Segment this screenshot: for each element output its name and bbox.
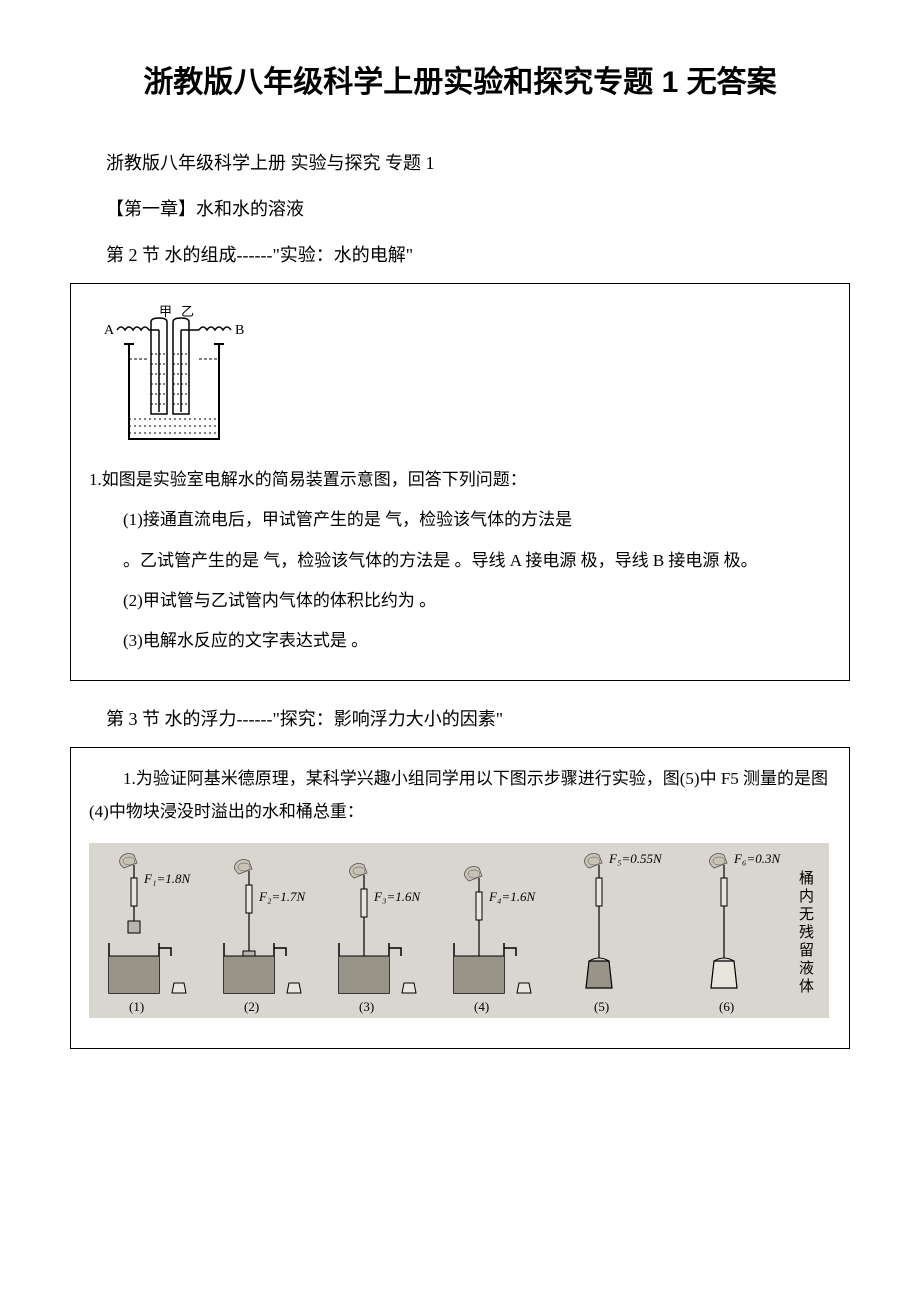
page-title: 浙教版八年级科学上册实验和探究专题 1 无答案 [70, 60, 850, 105]
q1-stem: 1.如图是实验室电解水的简易装置示意图，回答下列问题： [89, 464, 831, 496]
side-text-6: 液 [799, 960, 814, 977]
section2-box: 甲 乙 A B [70, 283, 850, 681]
section3-box: 1.为验证阿基米德原理，某科学兴趣小组同学用以下图示步骤进行实验，图(5)中 F… [70, 747, 850, 1049]
side-text-2: 内 [799, 888, 814, 905]
force-label-3: F₃=1.6N [373, 889, 421, 904]
side-text-5: 留 [799, 942, 814, 959]
label-a: A [104, 323, 115, 338]
electrolysis-diagram: 甲 乙 A B [99, 304, 831, 454]
force-label-1: F₁=1.8N [143, 871, 191, 886]
chapter-heading: 【第一章】水和水的溶液 [70, 191, 850, 227]
section2-heading: 第 2 节 水的组成------"实验：水的电解" [70, 237, 850, 273]
label-b: B [235, 323, 244, 338]
side-text-1: 桶 [799, 870, 814, 887]
force-label-5: F₅=0.55N [608, 851, 663, 866]
side-text-3: 无 [799, 907, 814, 923]
label-jia: 甲 [159, 304, 172, 319]
panel-label-6: (6) [719, 999, 734, 1014]
q1-3: (3)电解水反应的文字表达式是 。 [89, 625, 831, 657]
panel-label-4: (4) [474, 999, 489, 1014]
label-yi: 乙 [181, 304, 194, 319]
q1-1a: (1)接通直流电后，甲试管产生的是 气，检验该气体的方法是 [89, 504, 831, 536]
intro-text: 浙教版八年级科学上册 实验与探究 专题 1 [70, 145, 850, 181]
section3-q1: 1.为验证阿基米德原理，某科学兴趣小组同学用以下图示步骤进行实验，图(5)中 F… [89, 763, 831, 828]
panel-label-2: (2) [244, 999, 259, 1014]
force-label-2: F₂=1.7N [258, 889, 306, 904]
panel-label-3: (3) [359, 999, 374, 1014]
force-label-6: F₆=0.3N [733, 851, 781, 866]
side-text-4: 残 [799, 924, 814, 941]
section3-heading: 第 3 节 水的浮力------"探究：影响浮力大小的因素" [70, 701, 850, 737]
panel-label-5: (5) [594, 999, 609, 1014]
archimedes-diagram: F₁=1.8N (1) F₂=1 [89, 843, 831, 1023]
force-label-4: F₄=1.6N [488, 889, 536, 904]
side-text-7: 体 [799, 978, 814, 995]
panel-label-1: (1) [129, 999, 144, 1014]
q1-1b: 。乙试管产生的是 气，检验该气体的方法是 。导线 A 接电源 极，导线 B 接电… [89, 545, 831, 577]
q1-2: (2)甲试管与乙试管内气体的体积比约为 。 [89, 585, 831, 617]
